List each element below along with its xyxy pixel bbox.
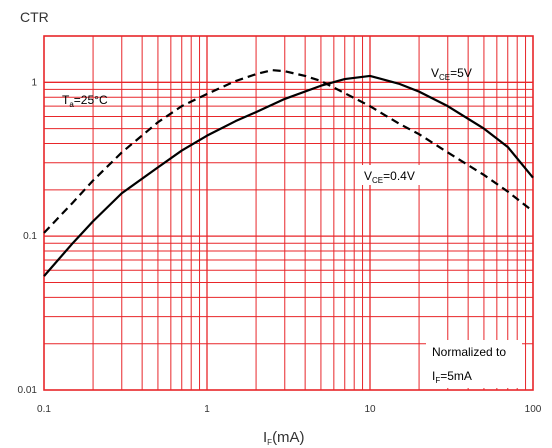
temperature-annotation: Ta=25°C — [62, 93, 108, 109]
vce-5v-annotation: VCE=5V — [431, 66, 472, 82]
series-line-solid — [43, 74, 534, 277]
grid-lines — [44, 36, 533, 390]
x-tick-label: 1 — [204, 404, 210, 415]
x-tick-label: 100 — [525, 404, 542, 415]
y-tick-label: 0.01 — [18, 385, 38, 396]
normalization-note-line1: Normalized to — [432, 345, 506, 359]
y-tick-label: 1 — [31, 77, 37, 88]
normalization-note-background — [426, 340, 522, 388]
tick-labels: 0.1 1 10 100 0.01 0.1 1 — [18, 77, 542, 415]
series-group — [43, 69, 534, 277]
y-tick-label: 0.1 — [23, 231, 37, 242]
vce-04v-label-background — [360, 165, 428, 185]
plot-frame — [43, 35, 534, 391]
x-tick-label: 10 — [364, 404, 376, 415]
x-axis-label: IF(mA) — [263, 429, 305, 447]
y-axis-label: CTR — [20, 9, 49, 25]
series-line-dashed — [43, 69, 534, 234]
x-tick-label: 0.1 — [37, 404, 51, 415]
normalization-note-line2: IF=5mA — [432, 369, 472, 385]
vce-04v-annotation: VCE=0.4V — [364, 169, 415, 185]
